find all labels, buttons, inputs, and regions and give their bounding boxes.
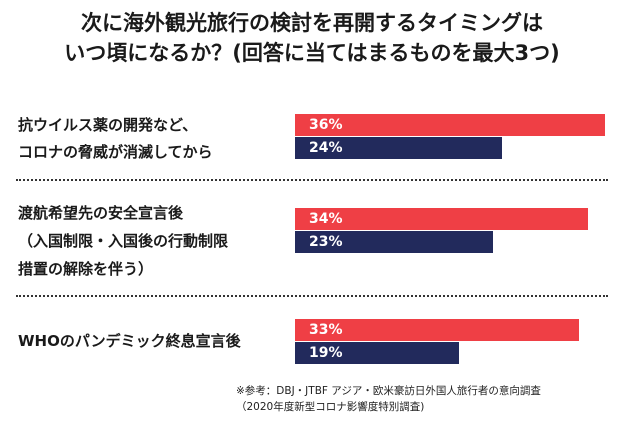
bar-1-navy: 24%: [295, 137, 502, 159]
category-label-1-line2: コロナの脅威が消滅してから: [18, 143, 213, 161]
bar-3-red-value-label: 33%: [309, 322, 343, 338]
bar-1-red: 36%: [295, 114, 605, 136]
chart-title: 次に海外観光旅行の検討を再開するタイミングは いつ頃になるか？(回答に当てはまる…: [0, 8, 624, 68]
bar-3-navy-value-label: 19%: [309, 345, 343, 361]
category-label-3-line1: WHOのパンデミック終息宣言後: [18, 332, 241, 350]
category-label-2-line1: 渡航希望先の安全宣言後: [18, 204, 184, 222]
source-note-line1: ※参考：DBJ・JTBF アジア・欧米豪訪日外国人旅行者の意向調査: [236, 385, 541, 397]
bar-1-navy-value-label: 24%: [309, 140, 343, 156]
source-note-line2: （2020年度新型コロナ影響度特別調査): [236, 401, 425, 413]
chart-title-line2: いつ頃になるか？(回答に当てはまるものを最大3つ): [64, 41, 560, 65]
bar-2-navy: 23%: [295, 231, 494, 253]
chart-title-line1: 次に海外観光旅行の検討を再開するタイミングは: [81, 11, 543, 35]
bar-3-red: 33%: [295, 319, 580, 341]
bar-2-red: 34%: [295, 208, 588, 230]
category-label-1-line1: 抗ウイルス薬の開発など、: [18, 116, 198, 134]
category-label-2-line3: 措置の解除を伴う）: [18, 260, 154, 278]
bar-3-navy: 19%: [295, 342, 459, 364]
category-label-2-line2: （入国制限・入国後の行動制限: [18, 232, 229, 250]
source-note: ※参考：DBJ・JTBF アジア・欧米豪訪日外国人旅行者の意向調査 （2020年…: [236, 383, 541, 415]
separator-1: [16, 179, 608, 181]
bar-1-red-value-label: 36%: [309, 117, 343, 133]
bar-2-navy-value-label: 23%: [309, 234, 343, 250]
bar-2-red-value-label: 34%: [309, 211, 343, 227]
separator-2: [16, 295, 608, 297]
